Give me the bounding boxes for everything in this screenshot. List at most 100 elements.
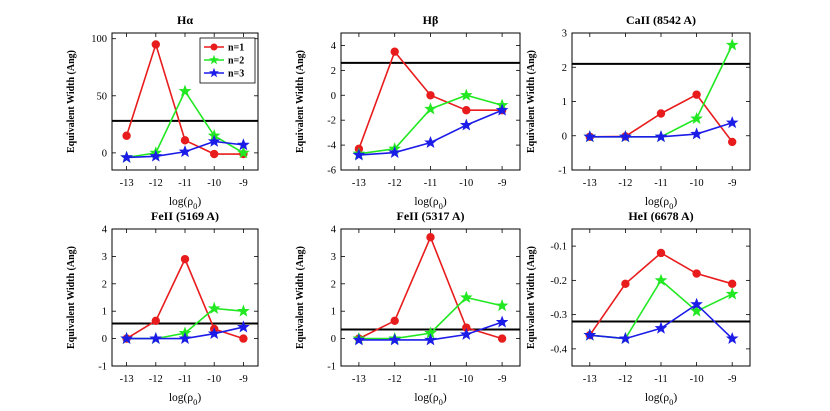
y-tick-label: -2 [327, 116, 336, 127]
y-tick-label: -1 [98, 362, 107, 373]
data-point-n=3 [459, 118, 473, 131]
legend-label: n=1 [228, 43, 244, 54]
y-tick-label: -6 [327, 166, 336, 177]
data-point-n=3 [149, 331, 163, 344]
data-point-n=3 [459, 327, 473, 340]
x-axis-label: log(ρ0) [169, 392, 202, 407]
data-point-n=3 [424, 135, 437, 148]
subplot-1: 0 50 100 -13 -12 -11 -10 -9 Hα Equivalent Width (… [66, 13, 259, 211]
y-tick-label: 2 [562, 63, 567, 74]
data-point-n=2 [237, 304, 250, 317]
data-point-n=3 [207, 327, 221, 340]
data-point-n=1 [390, 316, 399, 325]
y-tick-label: 1 [331, 307, 336, 318]
data-point-n=1 [656, 109, 666, 118]
y-tick-label: -0.1 [550, 242, 567, 253]
x-axis-label-subscript: 0 [669, 397, 673, 407]
x-tick-label: -11 [424, 374, 438, 385]
y-tick-label: 0 [102, 148, 107, 159]
x-axis-label-part: log(ρ [645, 196, 670, 208]
x-tick-label: -11 [424, 178, 438, 189]
data-point-n=1 [692, 90, 701, 99]
data-point-n=1 [692, 269, 701, 278]
y-tick-label: 0 [331, 334, 336, 345]
chart-title: CaII (8542 A) [626, 13, 696, 27]
data-point-n=2 [459, 290, 473, 303]
legend-marker [209, 54, 219, 65]
x-tick-label: -9 [728, 374, 737, 385]
x-tick-label: -12 [149, 374, 163, 385]
x-axis-label-subscript: 0 [669, 201, 673, 211]
x-axis-label-part: log(ρ [414, 392, 439, 404]
x-tick-label: -10 [207, 374, 221, 385]
y-tick-label: 4 [331, 225, 337, 236]
data-point-n=3 [388, 333, 402, 346]
data-point-n=3 [725, 331, 739, 344]
x-tick-label: -9 [498, 374, 507, 385]
data-point-n=3 [207, 134, 221, 147]
subplot-6: -0.4 -0.3 -0.2 -0.1 -13 -12 -11 -10 -9 HeI (6678 … [526, 209, 751, 407]
data-point-n=3 [654, 130, 668, 143]
legend-label: n=3 [228, 69, 244, 80]
axes-box [340, 32, 521, 171]
data-point-n=3 [237, 320, 250, 333]
x-axis-label-part: ) [673, 392, 677, 404]
y-tick-label: -0.3 [550, 310, 567, 321]
x-axis-label-part: ) [197, 392, 201, 404]
data-point-n=2 [237, 146, 250, 159]
data-point-n=2 [495, 299, 509, 312]
y-tick-label: 1 [102, 307, 107, 318]
x-axis-label-part: log(ρ [414, 196, 439, 208]
x-tick-label: -12 [388, 374, 402, 385]
x-axis-label-subscript: 0 [439, 397, 443, 407]
data-point-n=2 [654, 273, 668, 286]
x-tick-label: -11 [654, 178, 668, 189]
y-tick-label: -0.2 [550, 276, 567, 287]
x-tick-label: -11 [178, 374, 192, 385]
y-tick-label: 100 [91, 34, 107, 45]
x-tick-label: -11 [178, 178, 192, 189]
x-tick-label: -13 [120, 178, 134, 189]
chart-title: HeI (6678 A) [628, 209, 693, 223]
data-point-n=1 [497, 334, 507, 343]
series-line-n=1 [358, 235, 503, 340]
x-axis-label: log(ρ0) [645, 196, 678, 211]
data-point-n=3 [495, 315, 509, 328]
data-point-n=2 [690, 111, 703, 125]
x-tick-label: -10 [690, 374, 704, 385]
y-tick-label: 4 [331, 41, 337, 52]
x-tick-label: -11 [654, 374, 668, 385]
legend-marker [209, 67, 219, 78]
data-point-n=3 [654, 321, 668, 334]
data-point-n=3 [388, 145, 402, 158]
data-point-n=2 [459, 88, 473, 101]
data-point-n=3 [237, 138, 250, 151]
y-axis-label: Equivalent Width (Ang) [66, 246, 77, 349]
data-point-n=3 [352, 333, 366, 346]
data-point-n=3 [120, 150, 133, 163]
data-point-n=2 [178, 84, 192, 97]
chart-title: FeII (5317 A) [397, 209, 465, 223]
x-axis-label-part: ) [443, 196, 447, 208]
y-tick-label: -4 [327, 141, 336, 152]
x-tick-label: -9 [239, 178, 248, 189]
y-tick-label: 0 [331, 91, 336, 102]
data-point-n=1 [621, 279, 630, 288]
x-tick-label: -10 [459, 374, 473, 385]
data-point-n=3 [619, 331, 632, 344]
x-axis-label: log(ρ0) [414, 392, 447, 407]
y-tick-label: 2 [331, 66, 336, 77]
data-point-n=1 [728, 137, 737, 147]
data-point-n=2 [207, 301, 221, 314]
y-axis-label: Equivalent Width (Ang) [66, 50, 77, 153]
x-axis-label-part: ) [443, 392, 447, 404]
data-point-n=1 [390, 47, 399, 56]
x-tick-label: -12 [618, 178, 632, 189]
legend-label: n=2 [228, 56, 244, 67]
data-point-n=3 [583, 130, 597, 143]
x-axis-label-part: log(ρ [169, 392, 194, 404]
